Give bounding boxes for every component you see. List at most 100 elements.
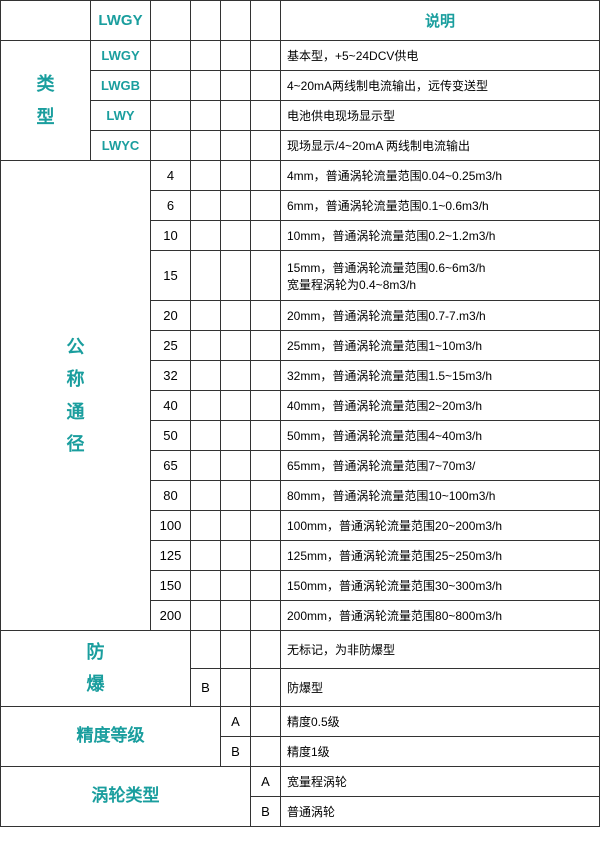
code-cell: 200 xyxy=(151,601,191,631)
blank-cell xyxy=(151,1,191,41)
section-wolun: 涡轮类型 xyxy=(1,766,251,826)
code-cell: B xyxy=(191,668,221,706)
code-cell: 32 xyxy=(151,361,191,391)
code-cell: A xyxy=(251,766,281,796)
desc-cell: 150mm，普通涡轮流量范围30~300m3/h xyxy=(281,571,600,601)
section-gongcheng: 公称通径 xyxy=(1,161,151,631)
blank-cell xyxy=(221,71,251,101)
blank-cell xyxy=(191,481,221,511)
section-fangbao: 防爆 xyxy=(1,631,191,707)
table-row: 公称通径 4 4mm，普通涡轮流量范围0.04~0.25m3/h xyxy=(1,161,600,191)
desc-cell: 精度1级 xyxy=(281,736,600,766)
table-row: 类型 LWGY 基本型，+5~24DCV供电 xyxy=(1,41,600,71)
code-cell: 25 xyxy=(151,331,191,361)
code-cell: 65 xyxy=(151,451,191,481)
section-gongcheng-label: 公称通径 xyxy=(67,337,85,454)
desc-cell: 基本型，+5~24DCV供电 xyxy=(281,41,600,71)
blank-cell xyxy=(151,71,191,101)
desc-cell: 50mm，普通涡轮流量范围4~40m3/h xyxy=(281,421,600,451)
code-cell: A xyxy=(221,706,251,736)
blank-cell xyxy=(191,251,221,301)
blank-cell xyxy=(251,481,281,511)
blank-cell xyxy=(251,251,281,301)
blank-cell xyxy=(251,421,281,451)
desc-cell: 宽量程涡轮 xyxy=(281,766,600,796)
blank-cell xyxy=(221,601,251,631)
section-leixing-label: 类型 xyxy=(37,74,55,126)
code-cell: 80 xyxy=(151,481,191,511)
blank-cell xyxy=(221,191,251,221)
desc-cell: 6mm，普通涡轮流量范围0.1~0.6m3/h xyxy=(281,191,600,221)
blank-cell xyxy=(251,101,281,131)
desc-cell: 32mm，普通涡轮流量范围1.5~15m3/h xyxy=(281,361,600,391)
blank-cell xyxy=(251,41,281,71)
code-cell: LWYC xyxy=(91,131,151,161)
blank-cell xyxy=(221,131,251,161)
code-cell: 40 xyxy=(151,391,191,421)
code-cell: B xyxy=(221,736,251,766)
desc-cell: 现场显示/4~20mA 两线制电流输出 xyxy=(281,131,600,161)
desc-cell: 无标记，为非防爆型 xyxy=(281,631,600,669)
blank-cell xyxy=(251,571,281,601)
blank-cell xyxy=(221,421,251,451)
blank-cell xyxy=(191,511,221,541)
desc-cell: 65mm，普通涡轮流量范围7~70m3/ xyxy=(281,451,600,481)
code-cell: LWY xyxy=(91,101,151,131)
blank-cell xyxy=(221,221,251,251)
blank-cell xyxy=(191,161,221,191)
spec-table: LWGY 说明 类型 LWGY 基本型，+5~24DCV供电 LWGB 4~20… xyxy=(0,0,600,827)
blank-cell xyxy=(191,601,221,631)
desc-cell: 20mm，普通涡轮流量范围0.7-7.m3/h xyxy=(281,301,600,331)
desc-cell: 防爆型 xyxy=(281,668,600,706)
code-cell xyxy=(191,631,221,669)
blank-cell xyxy=(191,101,221,131)
desc-cell: 电池供电现场显示型 xyxy=(281,101,600,131)
blank-cell xyxy=(221,101,251,131)
table-row: 涡轮类型 A 宽量程涡轮 xyxy=(1,766,600,796)
blank-cell xyxy=(191,41,221,71)
blank-cell xyxy=(151,41,191,71)
blank-cell xyxy=(251,301,281,331)
blank-cell xyxy=(191,421,221,451)
desc-cell: 4~20mA两线制电流输出，远传变送型 xyxy=(281,71,600,101)
blank-cell xyxy=(221,451,251,481)
blank-cell xyxy=(191,221,221,251)
blank-cell xyxy=(221,481,251,511)
blank-cell xyxy=(251,361,281,391)
blank-cell xyxy=(191,331,221,361)
code-cell: 20 xyxy=(151,301,191,331)
blank-cell xyxy=(251,736,281,766)
code-cell: LWGY xyxy=(91,41,151,71)
blank-cell xyxy=(221,331,251,361)
blank-cell xyxy=(221,571,251,601)
table-row: LWY 电池供电现场显示型 xyxy=(1,101,600,131)
desc-cell: 普通涡轮 xyxy=(281,796,600,826)
blank-cell xyxy=(191,571,221,601)
blank-cell xyxy=(251,331,281,361)
blank-cell xyxy=(191,191,221,221)
desc-cell: 精度0.5级 xyxy=(281,706,600,736)
section-fangbao-label: 防爆 xyxy=(87,642,105,694)
blank-cell xyxy=(251,601,281,631)
blank-cell xyxy=(251,706,281,736)
blank-cell xyxy=(221,541,251,571)
code-cell: B xyxy=(251,796,281,826)
blank-cell xyxy=(191,71,221,101)
blank-cell xyxy=(251,191,281,221)
code-cell: 6 xyxy=(151,191,191,221)
blank-cell xyxy=(221,1,251,41)
blank-cell xyxy=(221,251,251,301)
blank-cell xyxy=(221,41,251,71)
desc-cell: 125mm，普通涡轮流量范围25~250m3/h xyxy=(281,541,600,571)
blank-cell xyxy=(251,1,281,41)
section-jingdu: 精度等级 xyxy=(1,706,221,766)
code-cell: 4 xyxy=(151,161,191,191)
blank-cell xyxy=(251,71,281,101)
desc-cell: 100mm，普通涡轮流量范围20~200m3/h xyxy=(281,511,600,541)
blank-cell xyxy=(191,301,221,331)
desc-cell: 80mm，普通涡轮流量范围10~100m3/h xyxy=(281,481,600,511)
blank-cell xyxy=(251,451,281,481)
table-row: LWYC 现场显示/4~20mA 两线制电流输出 xyxy=(1,131,600,161)
blank-cell xyxy=(251,511,281,541)
blank-cell xyxy=(251,391,281,421)
